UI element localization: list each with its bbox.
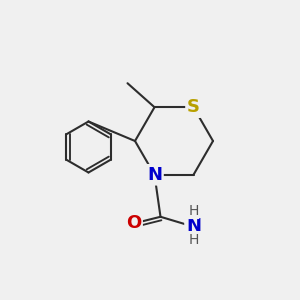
Text: O: O (126, 214, 141, 232)
Text: H: H (188, 204, 199, 218)
Text: H: H (188, 233, 199, 247)
Text: S: S (187, 98, 200, 116)
Text: N: N (186, 217, 201, 235)
Text: N: N (147, 166, 162, 184)
